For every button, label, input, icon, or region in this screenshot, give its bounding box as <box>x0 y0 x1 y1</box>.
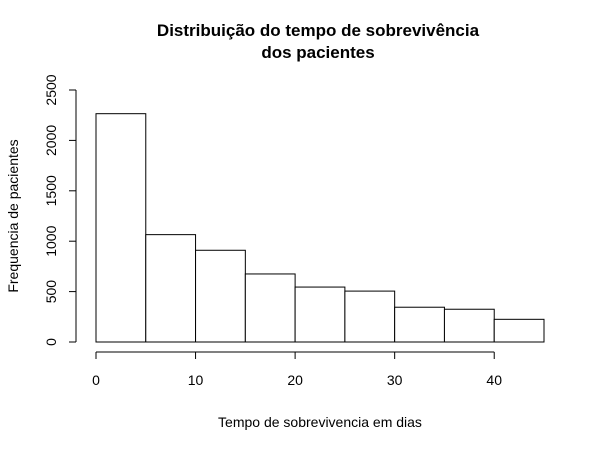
y-tick-label-1: 500 <box>43 280 59 304</box>
histogram-bar-8 <box>493 318 545 343</box>
histogram-bar-4 <box>294 286 346 343</box>
y-tick-label-4: 2000 <box>43 125 59 156</box>
histogram-bar-6 <box>394 306 445 343</box>
y-tick-label-5: 2500 <box>43 74 59 105</box>
histogram-bars <box>95 113 545 343</box>
y-axis: 0 500 1000 1500 2000 2500 <box>43 74 77 346</box>
x-axis-title: Tempo de sobrevivencia em dias <box>218 414 422 430</box>
chart-title-line-1: Distribuição do tempo de sobrevivência <box>157 21 480 40</box>
histogram-bar-3 <box>244 273 296 343</box>
histogram-bar-5 <box>344 290 396 343</box>
histogram-bar-1 <box>145 234 197 343</box>
y-axis-title: Frequencia de pacientes <box>5 139 21 292</box>
x-tick-label-3: 30 <box>387 372 403 388</box>
x-tick-label-0: 0 <box>92 372 100 388</box>
histogram-bar-2 <box>195 249 246 343</box>
y-tick-label-0: 0 <box>43 338 59 346</box>
x-tick-label-4: 40 <box>486 372 502 388</box>
x-tick-label-1: 10 <box>188 372 204 388</box>
histogram-bar-0 <box>95 113 147 343</box>
y-tick-label-3: 1500 <box>43 175 59 206</box>
x-tick-label-2: 20 <box>287 372 303 388</box>
x-axis: 0 10 20 30 40 <box>92 351 502 388</box>
chart-title-line-2: dos pacientes <box>261 43 374 62</box>
histogram-bar-7 <box>443 308 495 343</box>
y-tick-label-2: 1000 <box>43 225 59 256</box>
